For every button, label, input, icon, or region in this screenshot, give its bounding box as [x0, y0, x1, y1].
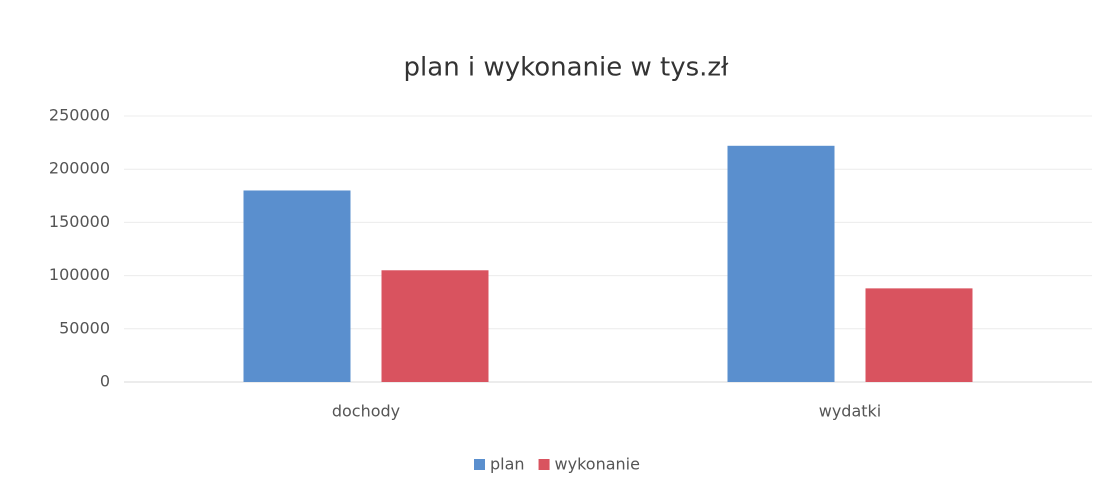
chart-title: plan i wykonanie w tys.zł — [404, 53, 730, 83]
y-tick-label: 100000 — [49, 265, 110, 284]
x-tick-label: dochody — [332, 402, 400, 421]
legend-swatch — [474, 459, 485, 470]
legend-swatch — [538, 459, 550, 470]
bar — [243, 190, 351, 382]
y-tick-label: 150000 — [49, 212, 110, 231]
bar — [727, 145, 835, 382]
bar — [381, 270, 489, 382]
bar — [865, 288, 973, 382]
y-tick-label: 0 — [100, 372, 110, 391]
y-tick-label: 250000 — [49, 106, 110, 125]
legend-label: plan — [490, 455, 525, 474]
x-tick-label: wydatki — [819, 402, 882, 421]
legend-label: wykonanie — [555, 455, 640, 474]
y-tick-label: 50000 — [59, 318, 110, 337]
y-tick-label: 200000 — [49, 159, 110, 178]
